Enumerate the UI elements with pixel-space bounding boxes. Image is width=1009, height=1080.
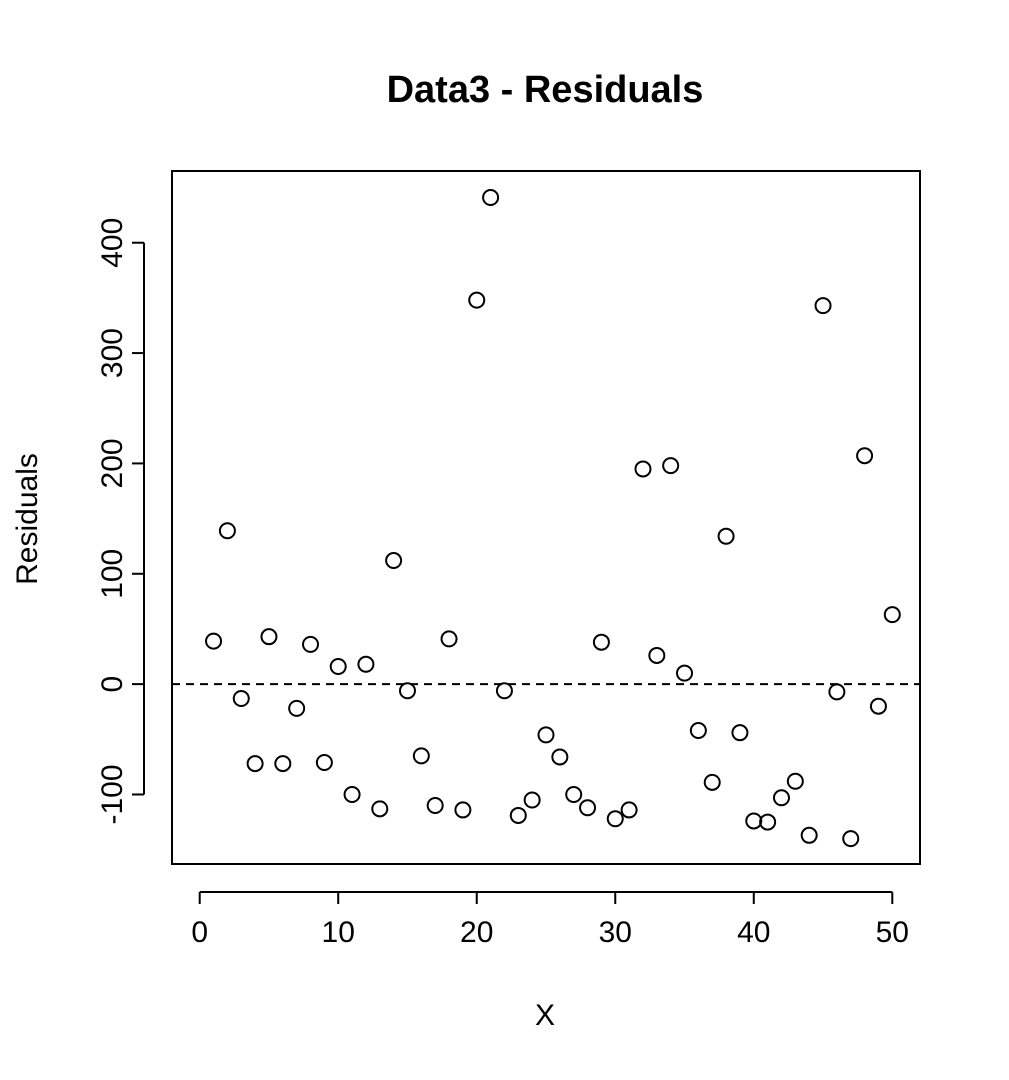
data-point bbox=[454, 801, 472, 819]
data-point bbox=[842, 830, 860, 848]
data-point bbox=[828, 683, 846, 701]
data-point bbox=[814, 297, 832, 315]
data-point bbox=[579, 799, 597, 817]
data-point bbox=[260, 628, 278, 646]
data-point bbox=[302, 635, 320, 653]
x-tick-label: 40 bbox=[737, 916, 770, 949]
y-tick-label: 300 bbox=[96, 328, 129, 378]
x-tick-label: 50 bbox=[876, 916, 909, 949]
data-point bbox=[412, 747, 430, 765]
data-point bbox=[357, 655, 375, 673]
y-tick-label: 400 bbox=[96, 218, 129, 268]
data-point bbox=[703, 773, 721, 791]
data-point bbox=[371, 800, 389, 818]
data-point bbox=[523, 791, 541, 809]
data-point bbox=[482, 188, 500, 206]
data-point bbox=[606, 810, 624, 828]
data-point bbox=[689, 721, 707, 739]
data-point bbox=[537, 726, 555, 744]
data-point bbox=[634, 460, 652, 478]
data-point bbox=[565, 785, 583, 803]
y-tick-label: 0 bbox=[96, 676, 129, 693]
x-axis-label: X bbox=[535, 999, 555, 1032]
data-point bbox=[232, 689, 250, 707]
x-tick-label: 20 bbox=[460, 916, 493, 949]
data-point bbox=[759, 813, 777, 831]
data-point bbox=[288, 699, 306, 717]
data-point bbox=[676, 664, 694, 682]
data-point bbox=[745, 812, 763, 830]
y-tick-label: 200 bbox=[96, 438, 129, 488]
y-axis: -100 0 100 200 300 400 bbox=[96, 218, 145, 825]
data-point bbox=[592, 633, 610, 651]
data-point bbox=[205, 632, 223, 650]
data-point bbox=[343, 785, 361, 803]
x-tick-label: 10 bbox=[322, 916, 355, 949]
data-point bbox=[869, 697, 887, 715]
chart-title: Data3 - Residuals bbox=[387, 69, 704, 111]
data-point bbox=[218, 522, 236, 540]
data-point bbox=[662, 457, 680, 475]
y-tick-label: -100 bbox=[96, 764, 129, 824]
data-point bbox=[551, 748, 569, 766]
plot-frame bbox=[171, 170, 921, 865]
data-point bbox=[856, 447, 874, 465]
data-point bbox=[385, 552, 403, 570]
data-point bbox=[620, 801, 638, 819]
data-point bbox=[883, 606, 901, 624]
y-axis-label: Residuals bbox=[11, 453, 44, 585]
data-point bbox=[772, 789, 790, 807]
y-tick-label: 100 bbox=[96, 549, 129, 599]
x-tick-label: 30 bbox=[599, 916, 632, 949]
x-axis: 0 10 20 30 40 50 bbox=[191, 891, 909, 949]
data-point bbox=[509, 806, 527, 824]
data-point bbox=[398, 682, 416, 700]
data-point bbox=[329, 657, 347, 675]
data-point bbox=[315, 753, 333, 771]
data-point bbox=[731, 724, 749, 742]
data-point bbox=[800, 826, 818, 844]
data-point bbox=[495, 682, 513, 700]
data-point bbox=[468, 291, 486, 309]
data-point bbox=[648, 646, 666, 664]
data-point bbox=[246, 755, 264, 773]
data-point bbox=[786, 772, 804, 790]
data-point bbox=[426, 797, 444, 815]
data-points bbox=[205, 188, 901, 848]
x-tick-label: 0 bbox=[191, 916, 208, 949]
data-point bbox=[717, 527, 735, 545]
data-point bbox=[440, 630, 458, 648]
data-point bbox=[274, 755, 292, 773]
